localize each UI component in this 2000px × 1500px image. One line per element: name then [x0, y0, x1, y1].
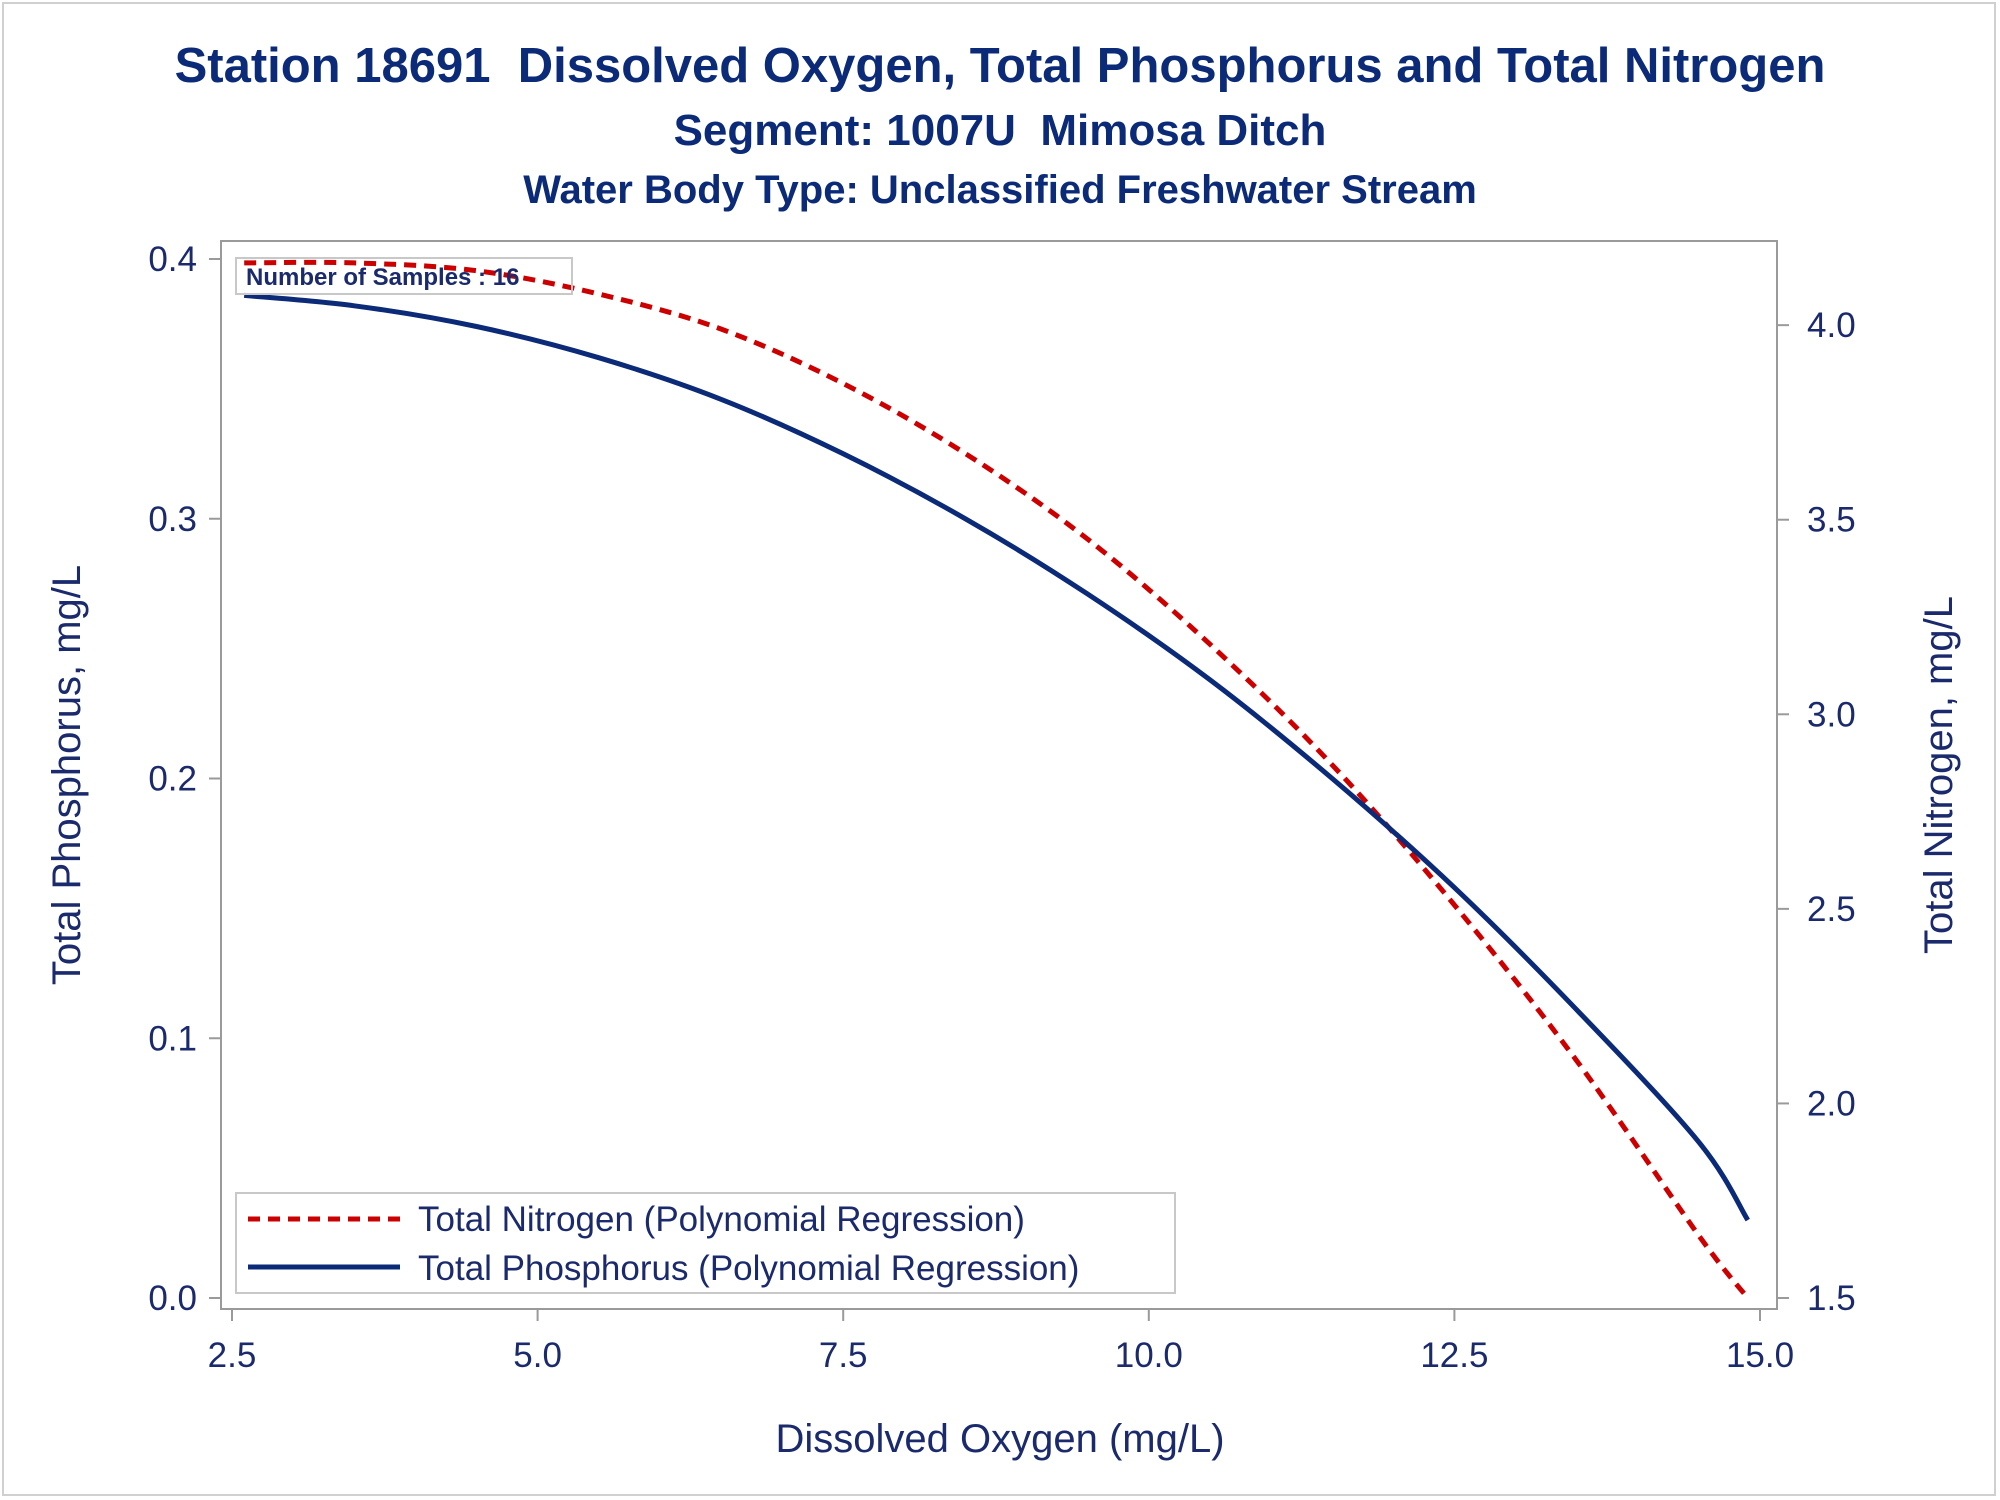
y-axis-left: 0.0 0.1 0.2 0.3 0.4 — [148, 240, 221, 1318]
chart-title: Station 18691 Dissolved Oxygen, Total Ph… — [174, 39, 1826, 93]
legend-box — [235, 1192, 1176, 1294]
legend-label-nitrogen: Total Nitrogen (Polynomial Regression) — [418, 1200, 1025, 1239]
legend: Total Nitrogen (Polynomial Regression) T… — [235, 1192, 1176, 1294]
y2-tick-label: 2.0 — [1807, 1084, 1856, 1123]
y-tick-label: 0.3 — [148, 500, 197, 539]
y2-tick-label: 1.5 — [1807, 1279, 1856, 1318]
plot-area — [220, 240, 1778, 1310]
x-tick-label: 10.0 — [1115, 1336, 1183, 1375]
y-tick-label: 0.0 — [148, 1279, 197, 1318]
y-tick-label: 0.2 — [148, 760, 197, 799]
y-axis-left-label: Total Phosphorus, mg/L — [45, 565, 89, 985]
y2-tick-label: 3.0 — [1807, 695, 1856, 734]
x-tick-label: 2.5 — [208, 1336, 257, 1375]
annotation-text: Number of Samples : 16 — [246, 264, 519, 291]
sample-count-annotation: Number of Samples : 16 — [235, 257, 573, 295]
x-axis: 2.5 5.0 7.5 10.0 12.5 15.0 — [208, 1309, 1794, 1375]
chart-subtitle-water-body: Water Body Type: Unclassified Freshwater… — [523, 168, 1477, 212]
y-axis-right-label: Total Nitrogen, mg/L — [1917, 596, 1961, 954]
legend-label-phosphorus: Total Phosphorus (Polynomial Regression) — [418, 1249, 1079, 1288]
x-tick-label: 7.5 — [819, 1336, 868, 1375]
series-line-nitrogen — [244, 259, 1750, 1300]
series-layer — [243, 259, 1750, 1300]
chart-subtitle-segment: Segment: 1007U Mimosa Ditch — [673, 106, 1327, 155]
y2-tick-label: 2.5 — [1807, 890, 1856, 929]
annotation-box — [235, 257, 573, 295]
y-tick-label: 0.4 — [148, 240, 197, 279]
x-axis-label: Dissolved Oxygen (mg/L) — [775, 1417, 1224, 1461]
x-tick-label: 15.0 — [1726, 1336, 1794, 1375]
x-tick-label: 12.5 — [1420, 1336, 1488, 1375]
y2-tick-label: 3.5 — [1807, 501, 1856, 540]
series-line-phosphorus — [243, 292, 1750, 1222]
y-axis-right: 1.5 2.0 2.5 3.0 3.5 4.0 — [1777, 306, 1856, 1318]
x-tick-label: 5.0 — [513, 1336, 562, 1375]
y2-tick-label: 4.0 — [1807, 306, 1856, 345]
y-tick-label: 0.1 — [148, 1019, 197, 1058]
